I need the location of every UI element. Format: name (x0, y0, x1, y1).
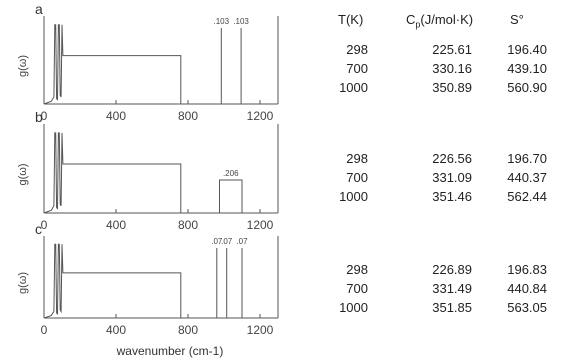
x-tick-label: 800 (178, 323, 198, 337)
header-entropy: S° (510, 12, 524, 27)
table-row: 1000 351.85 563.05 (339, 300, 547, 315)
panel-letter: c (35, 221, 42, 237)
dos-curve (43, 132, 182, 214)
y-axis-label: g(ω) (17, 55, 29, 77)
x-tick-label: 1200 (247, 109, 274, 123)
table-row: 700 331.09 440.37 (346, 170, 547, 185)
table-row: 1000 350.89 560.90 (339, 80, 547, 95)
x-tick-label: 0 (41, 218, 48, 232)
x-axis-unit: (cm-1) (189, 344, 224, 358)
dos-curve (43, 243, 182, 319)
x-tick-label: 0 (41, 109, 48, 123)
x-tick-label: 800 (178, 109, 198, 123)
x-axis-label: wavenumber (cm-1) (116, 344, 224, 358)
x-tick-label: 1200 (247, 323, 274, 337)
delta-peak-label: .103 (214, 17, 230, 26)
header-temperature: T(K) (338, 12, 364, 27)
band-outline (219, 179, 243, 213)
x-tick-label: 400 (106, 109, 126, 123)
x-tick-label: 400 (106, 218, 126, 232)
table-row: 298 225.61 196.40 (346, 42, 547, 57)
table-row: 298 226.89 196.83 (346, 262, 547, 277)
x-tick-label: 400 (106, 323, 126, 337)
delta-peak-label: .07 (221, 237, 233, 246)
x-tick-label: 800 (178, 218, 198, 232)
panel-letter: b (35, 109, 43, 125)
delta-peak-label: .07 (236, 237, 248, 246)
x-tick-label: 0 (41, 323, 48, 337)
y-axis-label: g(ω) (17, 163, 29, 185)
delta-peak-label: .07 (211, 237, 223, 246)
table-row: 298 226.56 196.70 (346, 151, 547, 166)
table-row: 700 331.49 440.84 (346, 281, 547, 296)
delta-peak-label: .103 (233, 17, 249, 26)
header-heat-capacity: Cp(J/mol·K) (406, 12, 474, 30)
panel-letter: a (35, 1, 43, 17)
y-axis-label: g(ω) (17, 272, 29, 294)
band-label: .206 (223, 169, 239, 178)
table-row: 1000 351.46 562.44 (339, 189, 547, 204)
dos-curve (43, 24, 182, 105)
x-tick-label: 1200 (247, 218, 274, 232)
table-row: 700 330.16 439.10 (346, 61, 547, 76)
